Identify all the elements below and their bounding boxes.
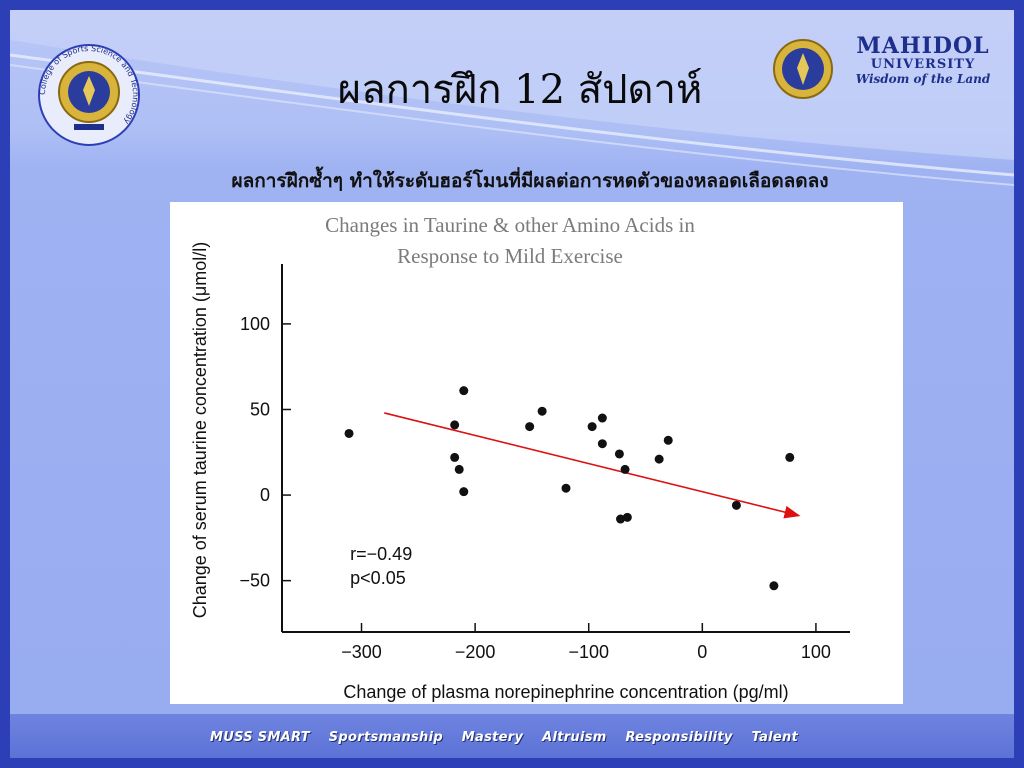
data-point [561,483,571,493]
data-point [537,406,547,416]
data-point [663,435,673,445]
trend-line [384,412,801,519]
y-tick-label: 100 [240,314,270,334]
x-tick-label: −300 [341,642,382,662]
college-logo: College of Sports Science and Technology [34,40,144,150]
data-point [459,487,469,497]
brand-name: MAHIDOL [856,33,990,59]
stat-annotation: r=−0.49 [350,544,412,564]
data-point [622,512,632,522]
brand-tagline: Wisdom of the Land [855,72,991,86]
data-point [459,386,469,396]
y-tick-label: −50 [239,571,270,591]
footer-item: Sportsmanship [328,730,443,745]
data-point [731,500,741,510]
footer-item: MUSS SMART [210,730,310,745]
data-point [454,464,464,474]
data-point [597,413,607,423]
data-point [525,422,535,432]
data-point [587,422,597,432]
footer-bar: MUSS SMART Sportsmanship Mastery Altruis… [10,714,1014,758]
footer-item: Responsibility [625,730,733,745]
chart-panel: Changes in Taurine & other Amino Acids i… [170,202,903,704]
slide-title: ผลการฝึก 12 สัปดาห์ [337,67,703,113]
y-tick-label: 0 [260,485,270,505]
data-point [654,454,664,464]
data-point [616,514,626,524]
chart-title-line-1: Changes in Taurine & other Amino Acids i… [325,213,695,237]
data-point [344,428,354,438]
chart-title: Changes in Taurine & other Amino Acids i… [260,210,760,272]
footer-item: Altruism [542,730,607,745]
footer-item: Talent [751,730,799,745]
data-point [614,449,624,459]
scatter-plot: −50 0 50 100 −300 −200 −100 0 100 Change of plasm… [190,242,850,702]
chart-title-line-2: Response to Mild Exercise [397,244,623,268]
footer-item: Mastery [461,730,524,745]
x-tick-label: 0 [697,642,707,662]
data-point [450,420,460,430]
data-point [620,464,630,474]
mahidol-seal [772,38,834,100]
stat-annotation: p<0.05 [350,568,406,588]
data-point [769,581,779,591]
x-tick-label: −100 [568,642,609,662]
y-axis-label: Change of serum taurine concentration (μ… [190,242,210,619]
x-tick-label: −200 [455,642,496,662]
header-swoosh [10,10,1014,186]
mahidol-brand: MAHIDOL UNIVERSITY Wisdom of the Land [848,34,998,86]
data-point [597,439,607,449]
footer-motto: MUSS SMART Sportsmanship Mastery Altruis… [210,730,850,745]
y-tick-label: 50 [250,399,270,419]
x-tick-label: 100 [801,642,831,662]
x-axis-label: Change of plasma norepinephrine concentr… [343,682,788,702]
data-point [450,452,460,462]
slide-subtitle: ผลการฝึกซ้ำๆ ทำให้ระดับฮอร์โมนที่มีผลต่อ… [231,170,829,192]
brand-sub: UNIVERSITY [870,57,976,72]
data-point [785,452,795,462]
